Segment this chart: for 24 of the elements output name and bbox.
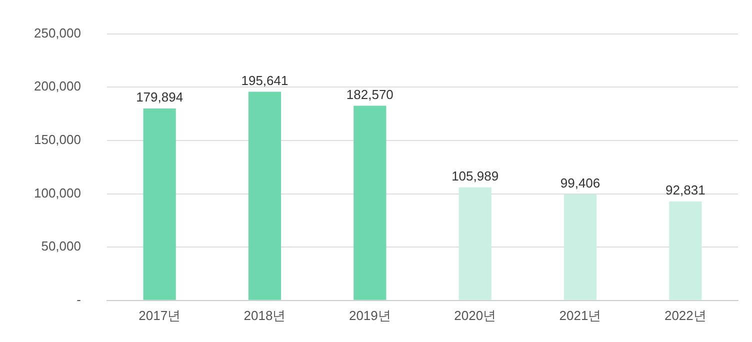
bar [564,194,597,300]
x-tick-label: 2021년 [559,308,602,323]
data-label: 105,989 [452,168,499,184]
y-tick-label: 100,000 [34,185,81,200]
bar [458,187,492,300]
data-label: 99,406 [560,175,600,190]
data-label: 92,831 [666,182,706,198]
data-label: 195,641 [241,72,288,88]
data-label: 182,570 [346,86,394,102]
x-tick-label: 2017년 [138,308,181,323]
x-tick-label: 2019년 [348,308,391,323]
x-tick-label: 2020년 [454,308,496,323]
x-tick-label: 2018년 [244,308,286,323]
data-label: 179,894 [136,90,184,105]
y-tick-label: 150,000 [34,132,81,148]
bar [669,201,702,300]
y-tick-label: 250,000 [34,25,81,40]
bar [354,106,386,300]
y-tick-label: 50,000 [41,238,81,254]
y-tick-label: 200,000 [34,78,81,94]
x-tick-label: 2022년 [664,308,706,323]
bar [143,108,176,300]
bar [248,92,282,300]
y-tick-label: - [76,292,81,307]
